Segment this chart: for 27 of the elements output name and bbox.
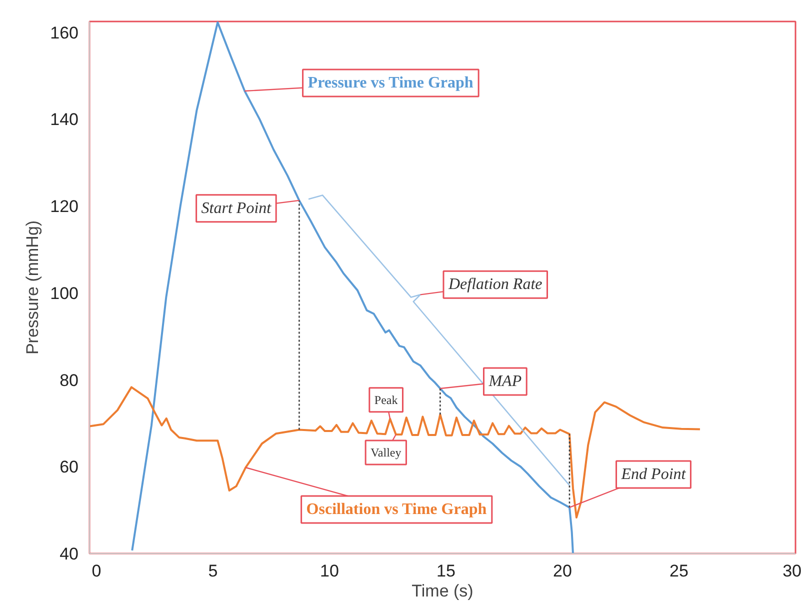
x-tick-label: 30: [782, 562, 801, 580]
line-series: [308, 194, 570, 486]
x-axis-title: Time (s): [412, 582, 474, 600]
annotation: Start Point: [201, 200, 272, 217]
annotation: Deflation Rate: [447, 276, 542, 294]
x-tick-label: 0: [92, 562, 102, 580]
x-tick-label: 10: [320, 562, 339, 580]
x-tick-label: 15: [436, 562, 456, 580]
y-tick-label: 40: [60, 544, 79, 564]
annotation: End Point: [620, 466, 686, 483]
text: Oscillation vs Time Graph: [306, 501, 487, 518]
text: Pressure vs Time Graph: [308, 74, 474, 92]
y-tick-label: 160: [50, 23, 79, 42]
line-series: [131, 22, 574, 554]
annotation: Peak: [374, 392, 398, 407]
y-tick-label: 120: [50, 197, 79, 216]
annotation: Valley: [370, 446, 402, 460]
y-tick-label: 140: [50, 110, 79, 130]
line-series: [90, 386, 701, 518]
y-tick-label: 80: [60, 370, 79, 390]
x-tick-label: 5: [208, 562, 218, 580]
y-axis-title: Pressure (mmHg): [23, 220, 42, 355]
x-tick-label: 25: [670, 562, 688, 580]
y-tick-label: 100: [50, 284, 79, 303]
x-tick-label: 20: [553, 562, 572, 580]
annotation: MAP: [488, 372, 522, 390]
y-tick-label: 60: [60, 458, 79, 477]
